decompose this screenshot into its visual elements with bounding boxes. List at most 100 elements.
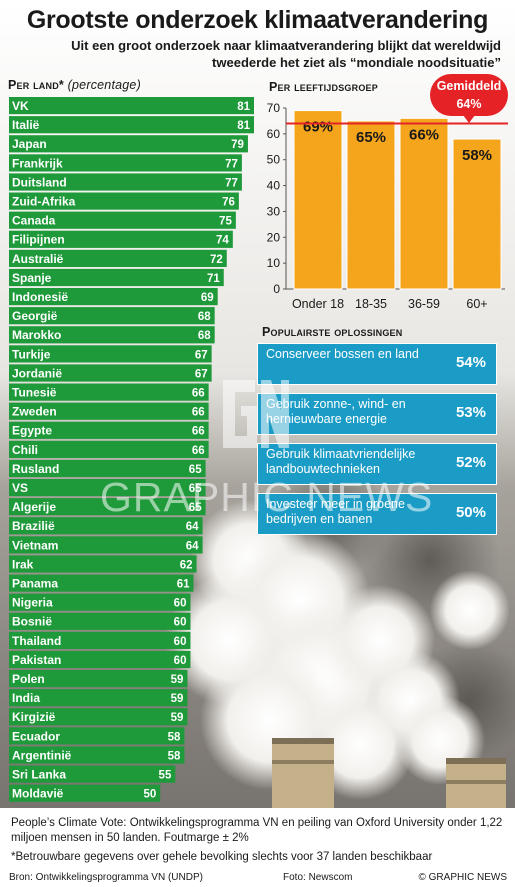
country-value: 67 bbox=[195, 368, 208, 380]
country-bar bbox=[9, 631, 191, 649]
country-bar bbox=[9, 421, 209, 439]
y-tick-label: 60 bbox=[267, 127, 281, 141]
country-label: Indonesië bbox=[12, 290, 68, 304]
country-bar bbox=[9, 211, 236, 229]
average-value: 64% bbox=[456, 97, 482, 111]
country-bar bbox=[9, 116, 254, 134]
country-value: 76 bbox=[222, 197, 235, 209]
country-bar bbox=[9, 593, 191, 611]
country-label: Vietnam bbox=[12, 538, 58, 552]
country-label: Tunesië bbox=[12, 386, 57, 400]
country-bar bbox=[9, 784, 161, 802]
country-value: 81 bbox=[237, 101, 250, 113]
country-bar bbox=[9, 498, 206, 516]
country-label: Polen bbox=[12, 672, 45, 686]
age-bar bbox=[293, 110, 343, 290]
country-bar bbox=[9, 708, 188, 726]
age-category-label: 18-35 bbox=[355, 297, 387, 311]
subtitle-line-2: tweederde het ziet als “mondiale noodsit… bbox=[212, 55, 501, 70]
average-label: Gemiddeld bbox=[436, 79, 502, 93]
country-value: 71 bbox=[207, 273, 220, 285]
country-heading-text: Per land* bbox=[8, 78, 64, 92]
country-bar bbox=[9, 765, 176, 783]
country-bar bbox=[9, 192, 239, 210]
solution-label: Gebruik klimaatvriendelijke landbouwtech… bbox=[266, 447, 416, 476]
country-label: Georgië bbox=[12, 309, 58, 323]
country-bar bbox=[9, 288, 218, 306]
country-value: 66 bbox=[192, 426, 205, 438]
age-category-label: 36-59 bbox=[408, 297, 440, 311]
footer: People’s Climate Vote: Ontwikkelingsprog… bbox=[0, 808, 515, 887]
country-bar bbox=[9, 97, 254, 115]
country-value: 69 bbox=[201, 292, 214, 304]
country-value: 61 bbox=[177, 579, 190, 591]
country-value: 77 bbox=[225, 177, 238, 189]
country-label: Frankrijk bbox=[12, 156, 63, 170]
country-bar bbox=[9, 727, 185, 745]
age-value-label: 69% bbox=[303, 119, 333, 136]
solution-box: Investeer meer in groene bedrijven en ba… bbox=[257, 493, 497, 535]
solution-box: Conserveer bossen en land 54% bbox=[257, 343, 497, 385]
country-bar bbox=[9, 249, 227, 267]
country-label: Zuid-Afrika bbox=[12, 195, 76, 209]
solution-box: Gebruik klimaatvriendelijke landbouwtech… bbox=[257, 443, 497, 485]
country-label: Moldavië bbox=[12, 787, 64, 801]
age-bar bbox=[452, 138, 502, 290]
country-label: Brazilië bbox=[12, 519, 55, 533]
country-bar bbox=[9, 135, 248, 153]
y-tick-label: 50 bbox=[267, 153, 281, 167]
age-category-label: 60+ bbox=[466, 297, 487, 311]
footer-footnote: *Betrouwbare gegevens over gehele bevolk… bbox=[11, 851, 433, 863]
country-value: 62 bbox=[180, 559, 193, 571]
page-title: Grootste onderzoek klimaatverandering bbox=[26, 6, 489, 34]
country-value: 68 bbox=[198, 311, 211, 323]
country-value: 60 bbox=[174, 617, 187, 629]
y-tick-label: 40 bbox=[267, 179, 281, 193]
country-value: 59 bbox=[171, 712, 184, 724]
age-value-label: 58% bbox=[462, 147, 492, 164]
country-label: Egypte bbox=[12, 424, 52, 438]
country-label: Kirgizië bbox=[12, 710, 56, 724]
solution-label: Investeer meer in groene bedrijven en ba… bbox=[266, 497, 405, 526]
country-value: 66 bbox=[192, 445, 205, 457]
average-callout: Gemiddeld 64% bbox=[430, 74, 508, 123]
y-tick-label: 20 bbox=[267, 230, 281, 244]
country-bar bbox=[9, 650, 191, 669]
country-heading-unit: (percentage) bbox=[67, 78, 141, 92]
country-value: 68 bbox=[198, 330, 211, 342]
country-label: Nigeria bbox=[12, 596, 53, 610]
country-label: India bbox=[12, 691, 40, 705]
solution-box: Gebruik zonne-, wind- en hernieuwbare en… bbox=[257, 393, 497, 435]
solutions-heading: Populairste oplossingen bbox=[262, 325, 403, 339]
footer-note: People’s Climate Vote: Ontwikkelingsprog… bbox=[11, 817, 503, 844]
country-bar bbox=[9, 670, 188, 688]
country-value: 50 bbox=[143, 789, 156, 801]
country-value: 67 bbox=[195, 349, 208, 361]
country-bar bbox=[9, 574, 194, 592]
country-value: 60 bbox=[174, 655, 187, 667]
country-bar bbox=[9, 689, 188, 707]
country-value: 64 bbox=[186, 521, 199, 533]
country-value: 66 bbox=[192, 407, 205, 419]
country-value: 60 bbox=[174, 636, 187, 648]
country-value: 66 bbox=[192, 388, 205, 400]
y-tick-label: 10 bbox=[267, 256, 281, 270]
country-chart-heading: Per land* (percentage) bbox=[8, 78, 141, 92]
country-label: Argentinië bbox=[12, 748, 72, 762]
country-label: Ecuador bbox=[12, 729, 60, 743]
country-value: 59 bbox=[171, 693, 184, 705]
country-value: 75 bbox=[219, 216, 232, 228]
country-value: 64 bbox=[186, 540, 199, 552]
subtitle-line-1: Uit een groot onderzoek naar klimaatvera… bbox=[71, 38, 501, 53]
country-bar bbox=[9, 612, 191, 630]
country-bar bbox=[9, 459, 206, 478]
watermark-logo bbox=[223, 380, 289, 448]
age-value-label: 66% bbox=[409, 126, 439, 143]
country-label: Duitsland bbox=[12, 175, 67, 189]
country-value: 60 bbox=[174, 598, 187, 610]
age-value-label: 65% bbox=[356, 129, 386, 146]
country-value: 65 bbox=[189, 464, 202, 476]
country-bar bbox=[9, 268, 224, 287]
